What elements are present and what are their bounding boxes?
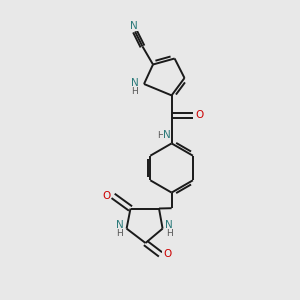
Text: O: O [102,191,111,201]
Text: N: N [130,20,137,31]
Text: H: H [157,130,164,140]
Text: N: N [130,78,138,88]
Text: H: H [131,87,138,96]
Text: N: N [116,220,124,230]
Text: H: H [166,229,172,238]
Text: O: O [195,110,203,121]
Text: O: O [163,249,171,260]
Text: N: N [163,130,171,140]
Text: H: H [117,229,123,238]
Text: N: N [165,220,173,230]
